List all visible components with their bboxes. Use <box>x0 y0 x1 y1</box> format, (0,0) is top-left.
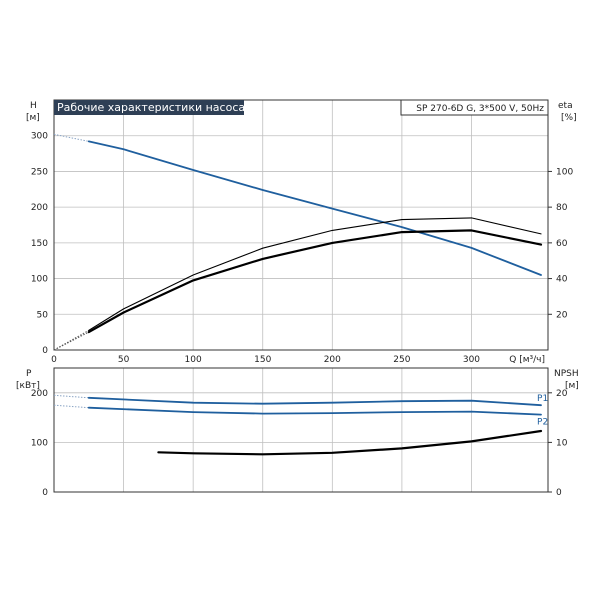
y-tick-label: 200 <box>31 389 48 399</box>
series-line-0-0 <box>87 140 542 276</box>
series-extension-line <box>53 394 89 399</box>
y2-tick-label: 40 <box>556 275 568 285</box>
series-line-1-1 <box>87 406 542 416</box>
series-extension-line <box>53 329 90 351</box>
bottom-plot-frame <box>53 367 549 493</box>
head-efficiency-panel: Рабочие характеристики насоса SP 270-6D … <box>26 99 577 365</box>
series-extension-line <box>53 404 89 409</box>
series-line-0-1 <box>87 229 543 334</box>
chart-title: Рабочие характеристики насоса <box>57 101 245 114</box>
y2-tick-label: 100 <box>556 167 573 177</box>
y-tick-label: 200 <box>31 203 48 213</box>
x-tick-label: 50 <box>118 355 130 365</box>
top-plot-frame <box>53 99 549 351</box>
x-tick-label: 250 <box>393 355 410 365</box>
y2-axis-label-top: eta <box>558 101 573 111</box>
y-tick-label: 0 <box>42 346 48 356</box>
top-tick-labels: 0 50 100 150 200 250 300 0 50 100 150 200 250 300 20 40… <box>31 132 574 365</box>
npsh-axis-unit: [м] <box>565 381 579 391</box>
y2-tick-label: 10 <box>556 438 568 448</box>
y-tick-label: 100 <box>31 438 48 448</box>
y2-axis-unit-top: [%] <box>561 113 577 123</box>
series-line-0-2 <box>88 217 542 331</box>
series-line-1-2 <box>157 429 543 456</box>
x-tick-label: 150 <box>254 355 271 365</box>
y-tick-label: 50 <box>37 310 49 320</box>
chart-title-box <box>54 100 244 115</box>
bottom-grid <box>54 368 548 492</box>
x-tick-label: 100 <box>185 355 202 365</box>
y-tick-label: 100 <box>31 275 48 285</box>
y-tick-label: 150 <box>31 239 48 249</box>
y-tick-label: 300 <box>31 132 48 142</box>
y-tick-label: 0 <box>42 488 48 498</box>
top-grid <box>54 100 548 350</box>
y-axis-unit-top: [м] <box>26 113 40 123</box>
x-tick-label: 200 <box>324 355 341 365</box>
p-axis-label: P <box>26 369 32 379</box>
series-extension-line <box>53 331 90 351</box>
y2-tick-label: 60 <box>556 239 568 249</box>
x-tick-label: 300 <box>463 355 480 365</box>
bottom-tick-labels: 0 100 200 0 10 20 <box>31 389 568 498</box>
y2-tick-label: 80 <box>556 203 568 213</box>
top-series <box>53 133 543 351</box>
p-axis-unit: [кВт] <box>16 381 40 391</box>
x-axis-label: Q [м³/ч] <box>509 355 545 365</box>
y-tick-label: 250 <box>31 167 48 177</box>
bottom-series: P1 P2 <box>53 394 548 456</box>
y2-tick-label: 20 <box>556 310 568 320</box>
model-label: SP 270-6D G, 3*500 V, 50Hz <box>416 104 544 114</box>
x-tick-label: 0 <box>51 355 57 365</box>
series-label: P2 <box>537 418 548 428</box>
model-label-box <box>400 99 549 116</box>
series-line-1-0 <box>87 396 542 407</box>
series-label: P1 <box>537 394 548 404</box>
y2-tick-label: 0 <box>556 488 562 498</box>
power-npsh-panel: P [кВт] NPSH [м] 0 100 200 0 10 20 P1 P2 <box>16 367 579 498</box>
npsh-axis-label: NPSH <box>554 369 579 379</box>
y2-tick-label: 20 <box>556 389 568 399</box>
y-axis-label-top: H <box>30 101 37 111</box>
